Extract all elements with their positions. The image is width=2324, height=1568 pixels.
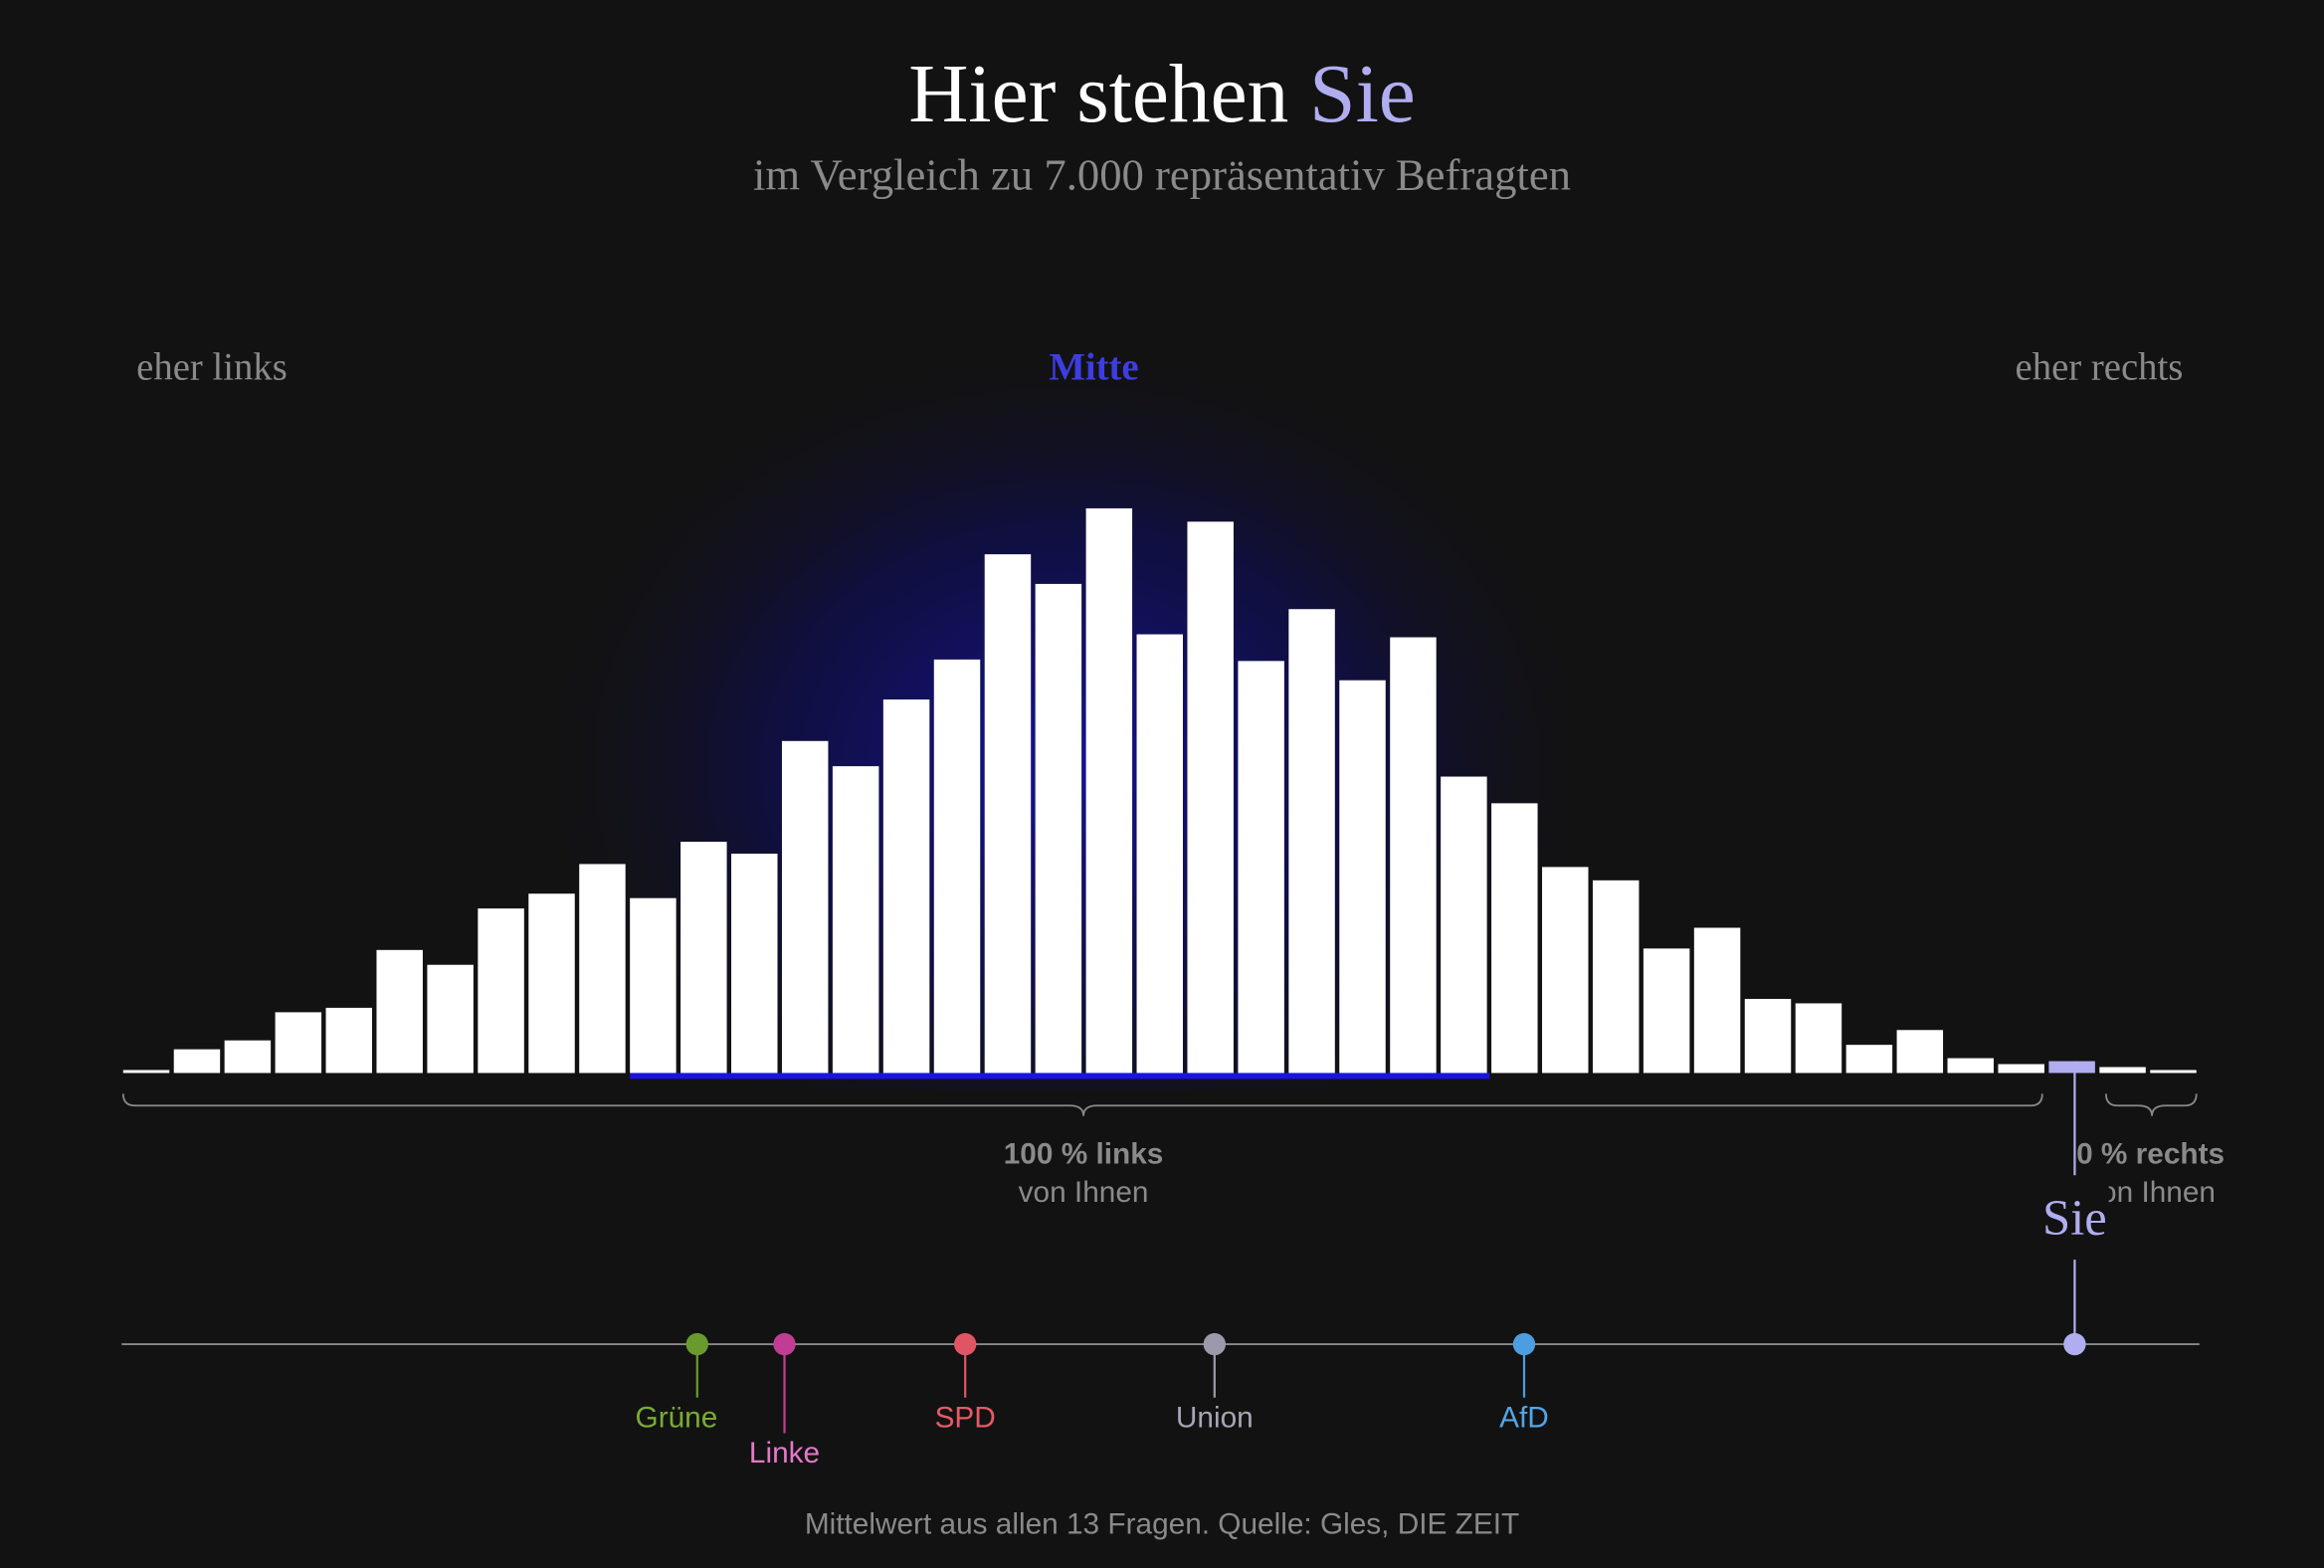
histogram-bar bbox=[1187, 521, 1234, 1074]
brace-left bbox=[121, 1093, 2043, 1116]
party-label: AfD bbox=[1499, 1401, 1549, 1434]
histogram-bar bbox=[1085, 507, 1133, 1074]
histogram-bar bbox=[1238, 661, 1284, 1074]
histogram-bar bbox=[1643, 948, 1690, 1074]
title-highlight: Sie bbox=[1309, 49, 1416, 140]
histogram-bar bbox=[984, 554, 1032, 1074]
histogram-bar bbox=[579, 864, 626, 1074]
histogram-bar bbox=[630, 897, 677, 1074]
histogram-bar bbox=[1441, 776, 1487, 1074]
histogram-bar bbox=[1947, 1058, 1994, 1074]
histogram-bar bbox=[781, 740, 829, 1074]
histogram-bar bbox=[1744, 998, 1792, 1074]
summary-right-value: 0 % rechts bbox=[2076, 1137, 2225, 1170]
you-label: Sie bbox=[2042, 1190, 2107, 1246]
histogram-bar bbox=[1491, 803, 1538, 1074]
histogram-bar bbox=[1592, 880, 1640, 1074]
histogram-bar bbox=[1035, 583, 1082, 1074]
party-markers: Grüne Linke SPD Union AfD bbox=[636, 1332, 1549, 1470]
axis-label-left: eher links bbox=[136, 345, 288, 388]
party-label: SPD bbox=[935, 1401, 996, 1434]
party-label: Grüne bbox=[636, 1401, 718, 1434]
you-marker: Sie bbox=[2040, 1061, 2109, 1356]
histogram-bar bbox=[2099, 1067, 2146, 1074]
axis-label-right: eher rechts bbox=[2016, 345, 2184, 388]
histogram-bar bbox=[376, 949, 423, 1074]
histogram-bar bbox=[528, 893, 575, 1074]
histogram-bar-you bbox=[2048, 1061, 2095, 1074]
histogram-bar bbox=[2150, 1070, 2197, 1074]
title-main: Hier stehen bbox=[908, 49, 1309, 140]
brace-right bbox=[2104, 1093, 2198, 1116]
party-label: Linke bbox=[749, 1437, 820, 1470]
histogram-bar bbox=[832, 766, 879, 1074]
histogram-bar bbox=[1390, 637, 1437, 1074]
histogram-bar bbox=[1795, 1003, 1842, 1074]
histogram-bar bbox=[1998, 1064, 2044, 1074]
histogram-bar bbox=[933, 659, 981, 1074]
histogram-bar bbox=[173, 1049, 221, 1074]
histogram-bar bbox=[1136, 634, 1183, 1074]
party-label: Union bbox=[1176, 1401, 1254, 1434]
histogram-bar bbox=[478, 908, 524, 1074]
party-marker-dot bbox=[685, 1332, 708, 1356]
party-marker-dot bbox=[1203, 1332, 1226, 1356]
bars bbox=[122, 507, 2197, 1074]
you-label-bg bbox=[2040, 1185, 2109, 1246]
summary-left-value: 100 % links bbox=[1004, 1137, 1164, 1170]
you-dot bbox=[2063, 1332, 2086, 1356]
histogram-bar bbox=[325, 1007, 373, 1074]
histogram-bar bbox=[224, 1040, 272, 1074]
party-marker-dot bbox=[773, 1332, 796, 1356]
histogram-bar bbox=[882, 699, 930, 1074]
histogram-bar bbox=[1288, 609, 1335, 1074]
histogram-bar bbox=[427, 964, 474, 1074]
footnote: Mittelwert aus allen 13 Fragen. Quelle: … bbox=[805, 1508, 1519, 1541]
party-marker-dot bbox=[954, 1332, 977, 1356]
mitte-baseline bbox=[630, 1073, 1490, 1079]
histogram-bar bbox=[1339, 680, 1386, 1074]
histogram-bar bbox=[731, 854, 778, 1074]
histogram-bar bbox=[122, 1070, 170, 1074]
histogram-bar bbox=[275, 1012, 322, 1074]
summary-left-sub: von Ihnen bbox=[1019, 1176, 1149, 1209]
chart-subtitle: im Vergleich zu 7.000 repräsentativ Befr… bbox=[753, 150, 1571, 200]
axis-label-center: Mitte bbox=[1049, 345, 1138, 388]
histogram-bar bbox=[1542, 867, 1589, 1074]
party-marker-dot bbox=[1512, 1332, 1536, 1356]
histogram-bar bbox=[1845, 1045, 1893, 1074]
chart-title: Hier stehen Sie bbox=[908, 49, 1416, 140]
histogram-bar bbox=[680, 842, 727, 1074]
histogram-bar bbox=[1896, 1030, 1944, 1074]
histogram-bar bbox=[1693, 927, 1741, 1074]
